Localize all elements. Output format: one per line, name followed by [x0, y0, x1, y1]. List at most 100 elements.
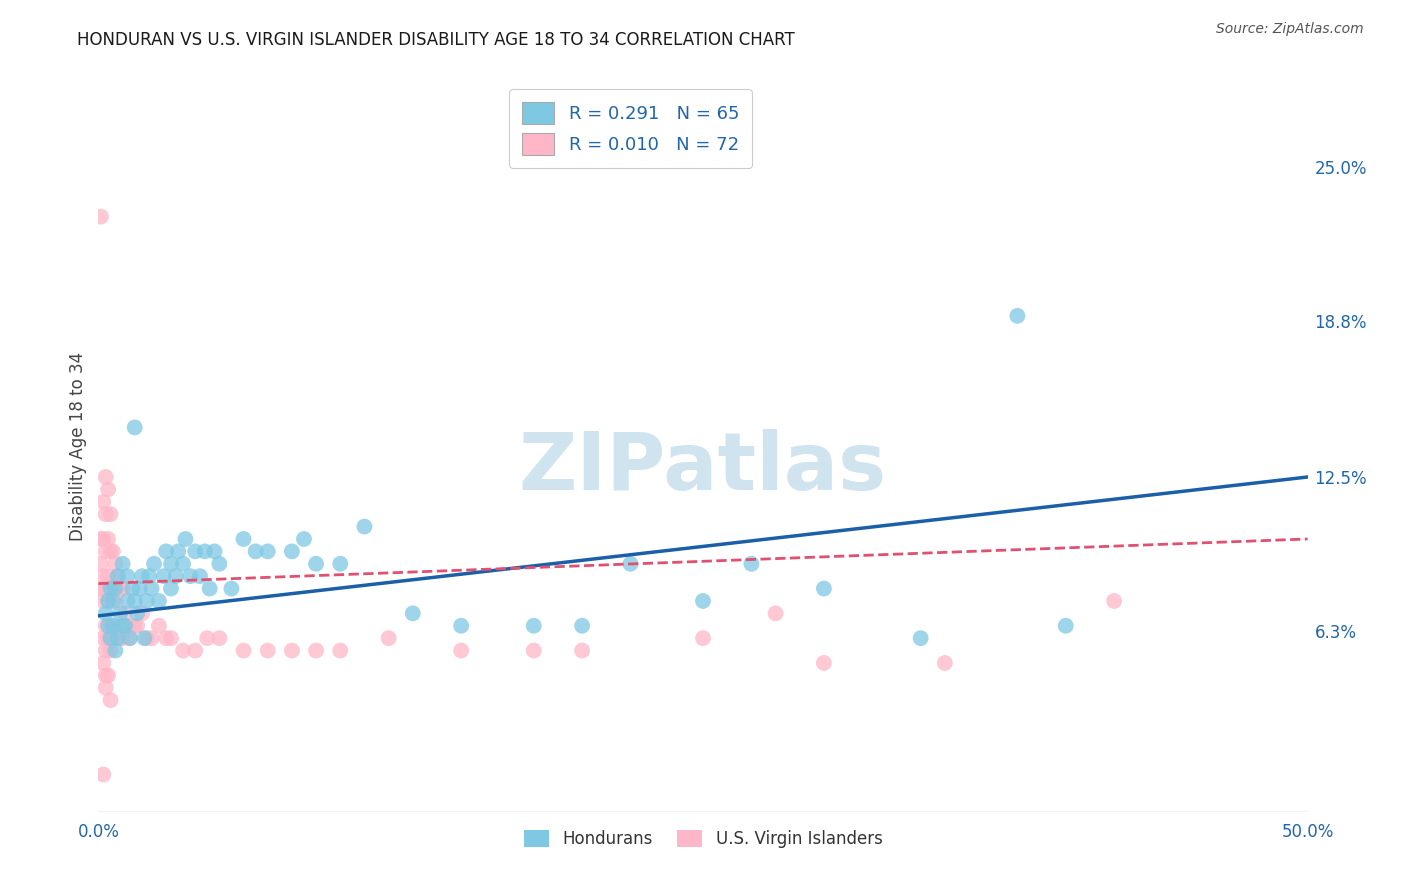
Point: [292, 532, 315, 546]
Point: [104, 582, 127, 596]
Point: [94, 582, 117, 596]
Point: [97, 532, 120, 546]
Point: [91, 495, 114, 509]
Point: [134, 631, 156, 645]
Legend: Hondurans, U.S. Virgin Islanders: Hondurans, U.S. Virgin Islanders: [517, 823, 889, 855]
Point: [172, 643, 194, 657]
Point: [101, 619, 124, 633]
Point: [281, 544, 304, 558]
Point: [281, 643, 304, 657]
Point: [108, 631, 131, 645]
Point: [740, 557, 762, 571]
Point: [90, 532, 112, 546]
Point: [148, 619, 170, 633]
Point: [152, 569, 174, 583]
Point: [107, 631, 129, 645]
Point: [97, 594, 120, 608]
Point: [100, 619, 122, 633]
Point: [104, 631, 127, 645]
Point: [111, 582, 134, 596]
Point: [402, 607, 425, 621]
Point: [117, 569, 139, 583]
Point: [124, 594, 146, 608]
Point: [91, 656, 114, 670]
Point: [100, 643, 122, 657]
Point: [127, 607, 149, 621]
Point: [97, 569, 120, 583]
Point: [232, 643, 254, 657]
Point: [114, 619, 136, 633]
Point: [118, 631, 141, 645]
Point: [692, 631, 714, 645]
Point: [104, 594, 127, 608]
Point: [101, 544, 124, 558]
Point: [100, 582, 122, 596]
Point: [117, 594, 139, 608]
Point: [141, 582, 163, 596]
Point: [97, 631, 120, 645]
Point: [128, 582, 150, 596]
Point: [100, 507, 122, 521]
Point: [194, 544, 217, 558]
Point: [329, 557, 352, 571]
Point: [94, 668, 117, 682]
Point: [104, 557, 127, 571]
Point: [114, 607, 136, 621]
Point: [135, 594, 157, 608]
Point: [232, 532, 254, 546]
Point: [100, 582, 122, 596]
Point: [179, 569, 201, 583]
Point: [195, 631, 218, 645]
Point: [101, 594, 124, 608]
Point: [329, 643, 352, 657]
Point: [256, 544, 278, 558]
Point: [94, 544, 117, 558]
Point: [111, 631, 134, 645]
Point: [523, 643, 546, 657]
Point: [619, 557, 641, 571]
Point: [256, 643, 278, 657]
Point: [1102, 594, 1125, 608]
Point: [174, 532, 197, 546]
Point: [155, 544, 177, 558]
Point: [91, 631, 114, 645]
Point: [127, 619, 149, 633]
Point: [101, 619, 124, 633]
Point: [94, 681, 117, 695]
Point: [305, 557, 328, 571]
Text: HONDURAN VS U.S. VIRGIN ISLANDER DISABILITY AGE 18 TO 34 CORRELATION CHART: HONDURAN VS U.S. VIRGIN ISLANDER DISABIL…: [77, 31, 794, 49]
Point: [94, 607, 117, 621]
Point: [138, 569, 160, 583]
Point: [91, 569, 114, 583]
Point: [111, 619, 134, 633]
Point: [107, 569, 129, 583]
Point: [108, 607, 131, 621]
Point: [160, 582, 183, 596]
Point: [90, 557, 112, 571]
Text: ZIPatlas: ZIPatlas: [519, 429, 887, 507]
Point: [131, 569, 153, 583]
Point: [160, 557, 183, 571]
Point: [160, 631, 183, 645]
Point: [377, 631, 399, 645]
Point: [107, 631, 129, 645]
Point: [91, 532, 114, 546]
Point: [765, 607, 787, 621]
Point: [204, 544, 226, 558]
Point: [131, 607, 153, 621]
Point: [148, 594, 170, 608]
Point: [91, 594, 114, 608]
Point: [910, 631, 932, 645]
Point: [97, 483, 120, 497]
Text: Source: ZipAtlas.com: Source: ZipAtlas.com: [1216, 22, 1364, 37]
Point: [353, 519, 375, 533]
Point: [813, 582, 835, 596]
Point: [245, 544, 267, 558]
Point: [94, 470, 117, 484]
Point: [97, 619, 120, 633]
Point: [184, 643, 207, 657]
Point: [143, 557, 166, 571]
Point: [305, 643, 328, 657]
Point: [135, 631, 157, 645]
Point: [450, 619, 472, 633]
